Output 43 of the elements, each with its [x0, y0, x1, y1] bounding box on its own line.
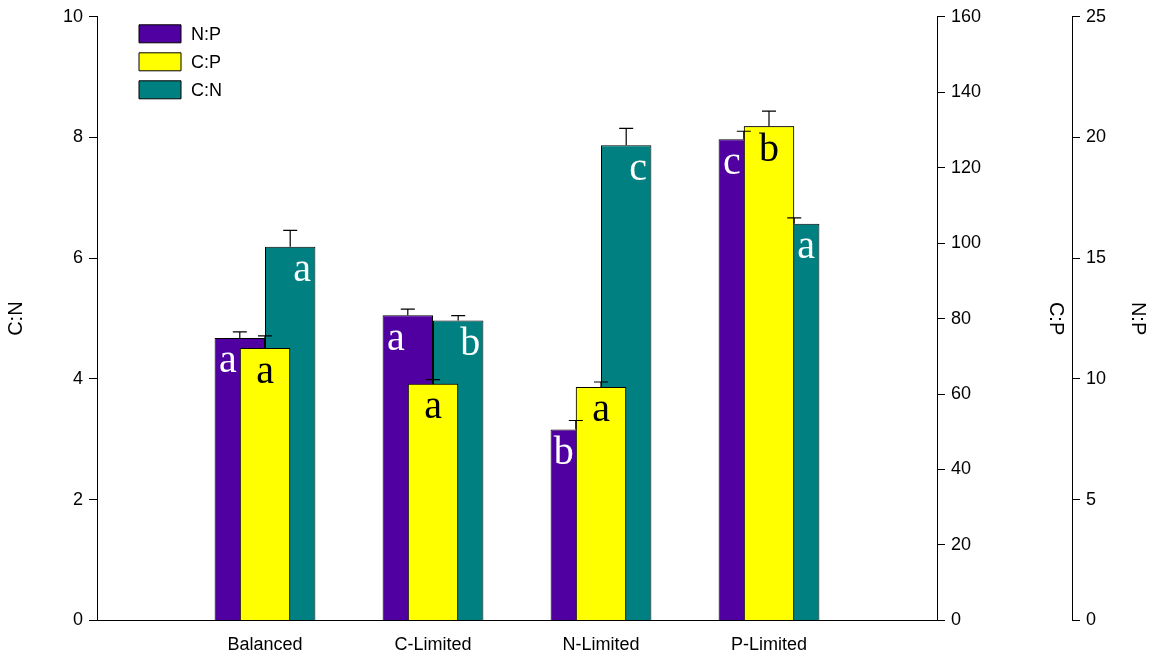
- x-tick-label: N-Limited: [562, 634, 640, 655]
- y3-tick-label: 5: [1086, 488, 1097, 509]
- data-label: a: [592, 385, 611, 431]
- legend-label: N:P: [191, 23, 222, 44]
- y2-tick-label: 100: [951, 232, 982, 253]
- y3-tick-label: 25: [1086, 5, 1107, 26]
- y-tick-label: 2: [72, 488, 83, 509]
- y3-tick-label: 0: [1086, 609, 1097, 630]
- y2-tick-label: 120: [951, 156, 982, 177]
- y2-tick-label: 0: [951, 609, 962, 630]
- data-label: c: [722, 137, 741, 183]
- y2-tick-label: 140: [951, 81, 982, 102]
- y3-tick-label: 10: [1086, 367, 1107, 388]
- data-label: a: [256, 346, 275, 392]
- x-tick-label: P-Limited: [730, 634, 808, 655]
- y3-axis-title: N:P: [1128, 301, 1151, 336]
- y-axis-title: C:N: [3, 301, 26, 336]
- data-label: a: [293, 245, 312, 291]
- data-label: b: [759, 124, 779, 170]
- data-label: a: [218, 336, 237, 382]
- data-label: b: [553, 427, 574, 473]
- y2-tick-label: 80: [951, 307, 972, 328]
- y2-tick-label: 160: [951, 5, 982, 26]
- y2-tick-label: 60: [951, 383, 972, 404]
- y-tick-label: 8: [72, 126, 83, 147]
- legend-label: C:P: [191, 51, 222, 72]
- y3-tick-label: 20: [1086, 126, 1107, 147]
- y3-tick-label: 15: [1086, 247, 1107, 268]
- data-label: a: [797, 222, 816, 268]
- data-label: a: [386, 313, 405, 359]
- y2-axis-title: C:P: [1046, 301, 1069, 336]
- data-label: b: [460, 318, 481, 364]
- y2-tick-label: 20: [951, 533, 972, 554]
- x-tick-label: Balanced: [227, 634, 303, 655]
- x-tick-label: C-Limited: [394, 634, 472, 655]
- legend-label: C:N: [191, 79, 222, 100]
- y-tick-label: 0: [72, 609, 83, 630]
- y-tick-label: 4: [72, 367, 83, 388]
- data-label: a: [424, 382, 443, 428]
- data-label: c: [629, 143, 648, 189]
- y-tick-label: 6: [72, 247, 83, 268]
- y-tick-label: 10: [62, 5, 83, 26]
- y2-tick-label: 40: [951, 458, 972, 479]
